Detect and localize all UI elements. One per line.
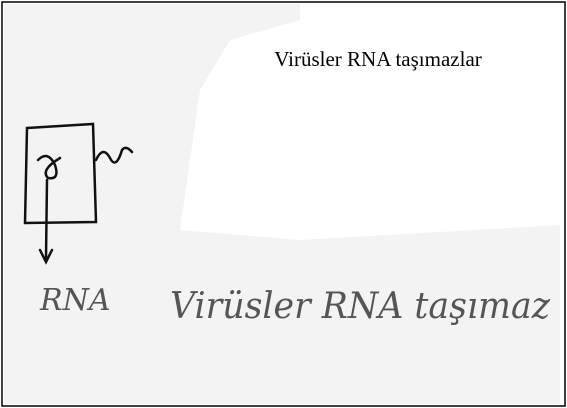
slide-title: Virüsler RNA taşımazlar	[274, 47, 482, 71]
slide: Virüsler RNA taşımazlar RNA Virüsler RNA…	[0, 0, 567, 408]
handwritten-sentence: Virüsler RNA taşımaz	[170, 286, 551, 327]
page: Virüsler RNA taşımazlar RNA Virüsler RNA…	[0, 0, 567, 408]
handwritten-label: RNA	[39, 283, 111, 318]
